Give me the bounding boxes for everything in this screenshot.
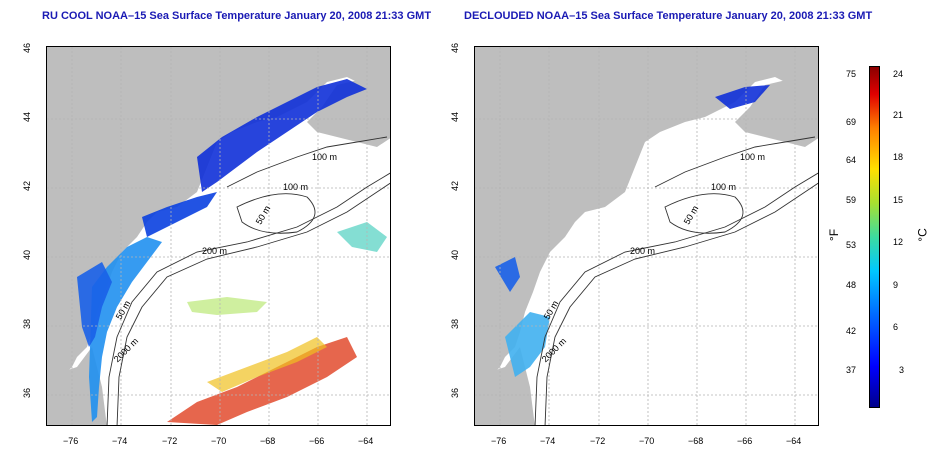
colorbar-c-tick: 21 xyxy=(893,110,904,120)
temperature-colorbar xyxy=(869,66,880,408)
map-title-left: RU COOL NOAA–15 Sea Surface Temperature … xyxy=(42,10,432,22)
colorbar-f-tick: 64 xyxy=(846,155,857,165)
lon-tick: −76 xyxy=(63,436,79,446)
lon-tick: −70 xyxy=(639,436,655,446)
lon-tick: −66 xyxy=(737,436,753,446)
lon-tick: −66 xyxy=(309,436,325,446)
graticule-declouded xyxy=(475,47,818,425)
contour-label: 100 m xyxy=(312,152,338,162)
sst-gulfstream-mid xyxy=(207,337,327,392)
colorbar-c-tick: 9 xyxy=(893,280,899,290)
lon-tick: −68 xyxy=(688,436,704,446)
sst-patch-center xyxy=(187,297,267,315)
map-svg-raw xyxy=(47,47,390,425)
lat-tick: 46 xyxy=(22,42,33,54)
lon-tick: −70 xyxy=(211,436,227,446)
colorbar-f-tick: 48 xyxy=(846,280,857,290)
contours-declouded xyxy=(534,136,818,425)
lat-tick: 38 xyxy=(22,318,33,330)
land-nova-scotia xyxy=(307,72,390,147)
sst-inner-coast xyxy=(77,262,112,347)
lat-tick: 44 xyxy=(450,111,461,123)
lat-tick: 36 xyxy=(22,387,33,399)
colorbar-f-tick: 59 xyxy=(846,195,857,205)
colorbar-c-tick: 24 xyxy=(893,69,904,79)
contours-raw xyxy=(106,136,390,425)
sst-gulf-maine xyxy=(197,79,367,192)
map-svg-declouded xyxy=(475,47,818,425)
lon-tick: −76 xyxy=(491,436,507,446)
contour-label: 100 m xyxy=(283,182,309,192)
lat-tick: 40 xyxy=(450,249,461,261)
lon-tick: −64 xyxy=(358,436,374,446)
colorbar-f-tick: 37 xyxy=(846,365,857,375)
lat-tick: 42 xyxy=(22,180,33,192)
colorbar-f-tick: 75 xyxy=(846,69,857,79)
map-panel-raw xyxy=(46,46,391,426)
lat-tick: 44 xyxy=(22,111,33,123)
colorbar-c-tick: 15 xyxy=(893,195,904,205)
contour-label: 100 m xyxy=(711,182,737,192)
contour-label: 100 m xyxy=(740,152,766,162)
lat-tick: 46 xyxy=(450,42,461,54)
colorbar-f-tick: 69 xyxy=(846,117,857,127)
colorbar-c-tick: 3 xyxy=(899,365,905,375)
sst-shelf-north xyxy=(142,192,217,237)
contour-label: 200 m xyxy=(630,246,656,256)
lat-tick: 38 xyxy=(450,318,461,330)
lon-tick: −74 xyxy=(540,436,556,446)
fahrenheit-unit-label: °F xyxy=(827,228,842,242)
contour-label: 200 m xyxy=(202,246,228,256)
colorbar-f-tick: 42 xyxy=(846,326,857,336)
land-northeast-r xyxy=(475,47,818,377)
colorbar-c-tick: 6 xyxy=(893,322,899,332)
colorbar-c-tick: 12 xyxy=(893,237,904,247)
lat-tick: 42 xyxy=(450,180,461,192)
land-northeast xyxy=(47,47,390,377)
lon-tick: −72 xyxy=(162,436,178,446)
sst-patch-east xyxy=(337,222,387,252)
sst-declouded-nj xyxy=(495,257,520,292)
colorbar-c-tick: 18 xyxy=(893,152,904,162)
graticule-raw xyxy=(47,47,390,425)
lon-tick: −74 xyxy=(112,436,128,446)
lon-tick: −68 xyxy=(260,436,276,446)
lon-tick: −64 xyxy=(786,436,802,446)
celsius-unit-label: °C xyxy=(915,228,930,242)
map-title-right: DECLOUDED NOAA–15 Sea Surface Temperatur… xyxy=(464,10,873,22)
land-nova-scotia-r xyxy=(735,72,818,147)
sst-gulfstream-warm xyxy=(167,337,357,425)
sst-declouded-gom xyxy=(715,85,770,109)
map-panel-declouded xyxy=(474,46,819,426)
colorbar-f-tick: 53 xyxy=(846,240,857,250)
lat-tick: 40 xyxy=(22,249,33,261)
sst-declouded-coast xyxy=(505,312,550,377)
lon-tick: −72 xyxy=(590,436,606,446)
lat-tick: 36 xyxy=(450,387,461,399)
